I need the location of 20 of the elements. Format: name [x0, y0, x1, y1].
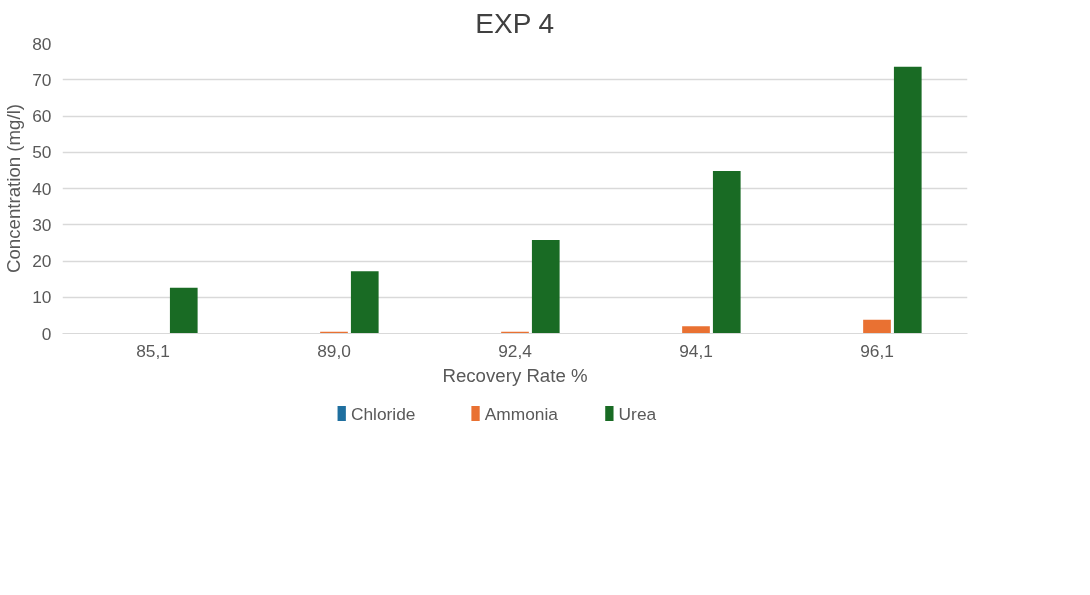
x-tick-label: 94,1: [679, 340, 713, 361]
legend-label: Urea: [618, 403, 657, 424]
legend-label: Chloride: [350, 403, 416, 424]
y-tick-label: 20: [32, 251, 52, 271]
y-tick-label: 50: [32, 142, 52, 163]
x-tick-label: 85,1: [136, 340, 170, 361]
x-tick-label: 96,1: [860, 340, 894, 361]
legend-label: Ammonia: [484, 403, 559, 424]
y-tick-label: 0: [41, 323, 52, 344]
x-axis-title: Recovery Rate %: [442, 364, 588, 386]
y-tick-label: 10: [32, 287, 52, 308]
y-tick-label: 80: [32, 33, 52, 54]
y-tick-label: 60: [32, 106, 52, 126]
y-tick-label: 70: [32, 69, 52, 90]
y-axis-title: Concentration (mg/l): [3, 103, 25, 273]
chart-title: EXP 4: [475, 7, 555, 39]
x-tick-label: 92,4: [498, 340, 533, 361]
y-tick-label: 30: [32, 214, 52, 235]
x-tick-label: 89,0: [317, 340, 351, 361]
y-tick-label: 40: [32, 178, 52, 199]
